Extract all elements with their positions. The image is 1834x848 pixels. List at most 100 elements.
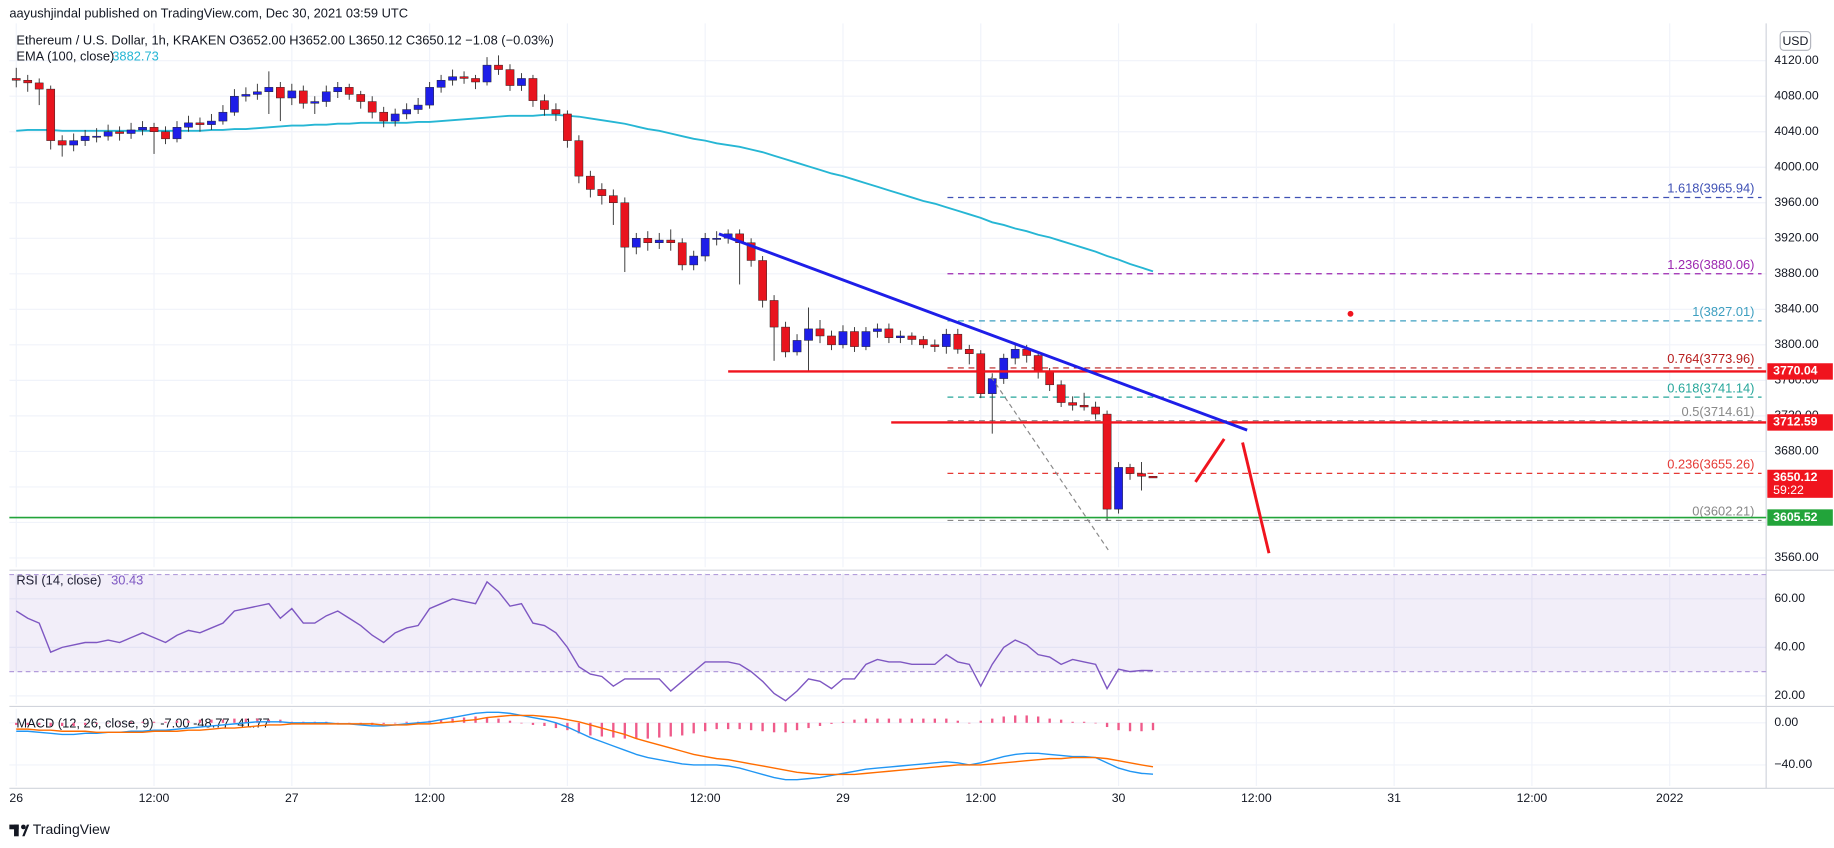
candle-body (804, 328, 813, 341)
macd-histogram-bar (49, 722, 52, 726)
macd-histogram-bar (1037, 716, 1040, 723)
y-tick-label: 4000.00 (1774, 159, 1819, 173)
candle-body (80, 135, 90, 141)
candle-body (597, 189, 607, 196)
candle-body (321, 91, 331, 102)
macd-histogram-bar (405, 721, 408, 723)
candle-body (976, 353, 986, 394)
macd-histogram-bar (612, 722, 615, 738)
macd-histogram-bar (26, 722, 29, 725)
candle-body (402, 109, 411, 115)
macd-histogram-bar (600, 722, 604, 737)
macd-histogram-bar (945, 718, 948, 723)
price-badge (1767, 509, 1833, 526)
candle-body (1091, 406, 1100, 415)
macd-histogram-bar (841, 721, 845, 723)
macd-histogram-bar (61, 722, 64, 726)
candle-body (631, 238, 641, 248)
y-tick-label: 3960.00 (1774, 195, 1819, 209)
macd-histogram-bar (1140, 722, 1143, 732)
candle-body (654, 239, 664, 243)
candle-body (264, 87, 274, 93)
logo-mark (22, 824, 30, 837)
macd-legend-values: -7.00 -48.77 -41.77 (160, 715, 269, 730)
candle-body (850, 331, 859, 347)
candle-body (643, 238, 653, 243)
macd-histogram-bar (348, 722, 351, 724)
macd-histogram-bar (152, 721, 156, 723)
macd-histogram-bar (922, 718, 925, 723)
candle-body (838, 331, 848, 346)
macd-histogram-bar (623, 722, 626, 739)
candle-body (1068, 402, 1077, 406)
fib-label: 1(3827.01) (1692, 304, 1754, 319)
candle-body (298, 90, 308, 104)
footer-logo (9, 824, 30, 837)
candle-body (1125, 467, 1135, 474)
candle-body (540, 100, 549, 110)
macd-histogram-bar (1128, 722, 1132, 732)
candle-body (344, 87, 354, 95)
ohlc-legend: O3652.00 H3652.00 L3650.12 C3650.12 −1.0… (229, 32, 554, 47)
macd-histogram-bar (681, 722, 684, 736)
macd-histogram-bar (1151, 722, 1155, 731)
candle-body (666, 239, 676, 243)
candle-body (471, 78, 480, 83)
candle-body (586, 175, 595, 190)
macd-histogram-bar (38, 722, 41, 725)
publish-info: aayushjindal published on TradingView.co… (9, 5, 408, 20)
candle-body (367, 101, 377, 113)
candle-body (953, 333, 963, 350)
price-badge (1767, 469, 1833, 498)
currency-box[interactable] (1779, 30, 1812, 51)
macd-histogram-bar (830, 722, 833, 724)
macd-histogram-bar (1002, 716, 1005, 723)
macd-histogram-bar (1071, 721, 1074, 723)
rsi-line (15, 580, 1154, 702)
macd-histogram-bar (520, 722, 523, 724)
macd-histogram-bar (233, 718, 236, 723)
candle-body (253, 91, 262, 95)
fib-label: 0.618(3741.14) (1667, 380, 1754, 395)
candle-body (241, 94, 251, 97)
rsi-tick-label: 20.00 (1774, 688, 1805, 702)
countdown: 59:22 (1773, 483, 1804, 497)
candle-body (482, 64, 492, 83)
rsi-tick-label: 40.00 (1774, 640, 1805, 654)
macd-histogram-bar (956, 720, 959, 723)
macd-line (16, 711, 1154, 781)
candle-body (781, 326, 790, 353)
macd-histogram-bar (887, 718, 891, 723)
candle-body (149, 127, 159, 132)
candle-body (769, 300, 779, 328)
currency[interactable]: USD (1782, 34, 1808, 48)
macd-histogram-bar (1105, 722, 1109, 728)
macd-histogram-bar (1014, 715, 1017, 723)
candle-body (1033, 355, 1043, 372)
macd-histogram-bar (589, 722, 592, 736)
macd-histogram-bar (772, 722, 776, 733)
candle-body (425, 87, 434, 106)
candle-body (827, 335, 836, 346)
x-tick-label: 26 (9, 791, 23, 805)
candle-body (609, 195, 618, 204)
candle-body (964, 349, 974, 354)
fib-label: 0.764(3773.96) (1667, 351, 1754, 366)
macd-histogram-bar (554, 722, 558, 729)
y-tick-label: 4120.00 (1774, 53, 1819, 67)
x-tick-label: 12:00 (1517, 791, 1548, 805)
macd-tick-label: 0.00 (1774, 715, 1798, 729)
candle-body (103, 131, 113, 137)
x-tick-label: 30 (1112, 791, 1126, 805)
macd-histogram-bar (256, 718, 259, 723)
candle-body (505, 69, 515, 86)
candle-body (907, 335, 917, 340)
candle-body (356, 94, 366, 102)
x-tick-label: 12:00 (965, 791, 996, 805)
candle-body (1045, 371, 1054, 386)
rsi-band (9, 574, 1767, 672)
macd-histogram-bar (141, 721, 144, 723)
ema-legend-value: 3882.73 (112, 49, 158, 64)
candle-body (528, 78, 538, 101)
macd-histogram-bar (933, 718, 937, 723)
